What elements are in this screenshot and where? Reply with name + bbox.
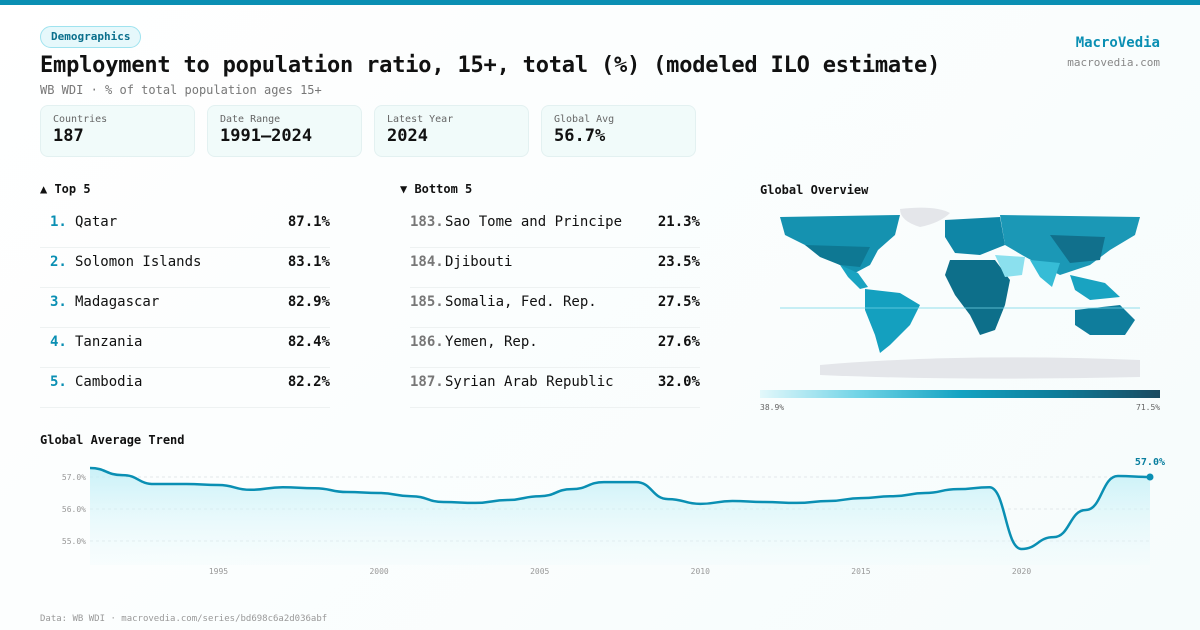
- ranking-row[interactable]: 183. Sao Tome and Principe 21.3%: [410, 208, 700, 248]
- data-point[interactable]: [1146, 473, 1154, 481]
- country-value: 82.2%: [287, 374, 330, 390]
- x-tick-label: 2005: [530, 567, 549, 576]
- ranking-row[interactable]: 184. Djibouti 23.5%: [410, 248, 700, 288]
- rank-number: 185.: [410, 294, 444, 310]
- stat-label: Countries: [53, 114, 108, 125]
- scale-max-label: 71.5%: [1136, 403, 1161, 412]
- country-value: 27.5%: [657, 294, 700, 310]
- southeast-asia[interactable]: [1070, 275, 1120, 300]
- country-value: 83.1%: [287, 254, 330, 270]
- brand-logo[interactable]: MacroVedia: [1075, 35, 1160, 51]
- stat-date-range: Date Range 1991–2024: [207, 105, 362, 157]
- rank-number: 1.: [50, 214, 67, 230]
- country-name: Yemen, Rep.: [445, 334, 538, 350]
- rank-number: 186.: [410, 334, 444, 350]
- country-value: 23.5%: [657, 254, 700, 270]
- ranking-row[interactable]: 187. Syrian Arab Republic 32.0%: [410, 368, 700, 408]
- north-america[interactable]: [780, 215, 900, 273]
- middle-east[interactable]: [995, 255, 1025, 277]
- page-title: Employment to population ratio, 15+, tot…: [40, 53, 941, 78]
- stat-value: 56.7%: [554, 126, 606, 146]
- country-name: Madagascar: [75, 294, 160, 310]
- europe[interactable]: [945, 217, 1005, 255]
- scale-min-label: 38.9%: [760, 403, 785, 412]
- trend-chart[interactable]: 57.0% 56.0% 55.0% 1995 2000 2005 2010 2015 2020 5…: [0, 450, 1200, 590]
- end-value-label: 57.0%: [1135, 457, 1165, 468]
- rank-number: 3.: [50, 294, 67, 310]
- rank-number: 5.: [50, 374, 67, 390]
- ranking-row[interactable]: 3. Madagascar 82.9%: [40, 288, 330, 328]
- category-badge[interactable]: Demographics: [40, 26, 142, 48]
- stat-global-avg: Global Avg 56.7%: [541, 105, 696, 157]
- stat-label: Global Avg: [554, 114, 615, 125]
- rank-number: 4.: [50, 334, 67, 350]
- y-tick-label: 56.0%: [62, 505, 86, 514]
- ranking-row[interactable]: 2. Solomon Islands 83.1%: [40, 248, 330, 288]
- country-value: 32.0%: [657, 374, 700, 390]
- ranking-row[interactable]: 4. Tanzania 82.4%: [40, 328, 330, 368]
- x-tick-label: 2020: [1012, 567, 1031, 576]
- brand-url[interactable]: macrovedia.com: [1067, 56, 1160, 69]
- trend-heading: Global Average Trend: [40, 433, 185, 447]
- stat-value: 2024: [387, 126, 428, 146]
- stat-label: Latest Year: [387, 114, 454, 125]
- ranking-row[interactable]: 186. Yemen, Rep. 27.6%: [410, 328, 700, 368]
- country-value: 21.3%: [657, 214, 700, 230]
- stat-value: 187: [53, 126, 84, 146]
- top5-heading: ▲ Top 5: [40, 182, 91, 196]
- country-value: 27.6%: [657, 334, 700, 350]
- stat-value: 1991–2024: [220, 126, 313, 146]
- y-tick-label: 57.0%: [62, 473, 86, 482]
- australia[interactable]: [1075, 305, 1135, 335]
- rank-number: 187.: [410, 374, 444, 390]
- country-name: Qatar: [75, 214, 118, 230]
- country-name: Djibouti: [445, 254, 513, 270]
- y-tick-label: 55.0%: [62, 537, 86, 546]
- antarctica: [820, 357, 1140, 379]
- usa-region[interactable]: [805, 245, 870, 267]
- east-asia[interactable]: [1050, 235, 1105, 263]
- footer-source: Data: WB WDI · macrovedia.com/series/bd6…: [40, 614, 328, 624]
- ranking-row[interactable]: 1. Qatar 87.1%: [40, 208, 330, 248]
- page-subtitle: WB WDI · % of total population ages 15+: [40, 83, 322, 97]
- africa[interactable]: [945, 260, 1010, 335]
- central-america[interactable]: [840, 265, 868, 289]
- greenland: [900, 207, 950, 227]
- stat-latest-year: Latest Year 2024: [374, 105, 529, 157]
- stat-label: Date Range: [220, 114, 281, 125]
- x-tick-label: 1995: [209, 567, 228, 576]
- trend-line[interactable]: [89, 466, 1151, 551]
- country-name: Syrian Arab Republic: [445, 374, 614, 390]
- country-name: Tanzania: [75, 334, 143, 350]
- country-name: Sao Tome and Principe: [445, 214, 623, 230]
- top-accent-bar: [0, 0, 1200, 5]
- country-value: 87.1%: [287, 214, 330, 230]
- x-tick-label: 2010: [691, 567, 710, 576]
- rank-number: 184.: [410, 254, 444, 270]
- x-tick-label: 2000: [369, 567, 388, 576]
- south-asia[interactable]: [1030, 260, 1060, 287]
- stat-countries: Countries 187: [40, 105, 195, 157]
- ranking-row[interactable]: 5. Cambodia 82.2%: [40, 368, 330, 408]
- ranking-row[interactable]: 185. Somalia, Fed. Rep. 27.5%: [410, 288, 700, 328]
- rank-number: 183.: [410, 214, 444, 230]
- rank-number: 2.: [50, 254, 67, 270]
- x-tick-label: 2015: [851, 567, 870, 576]
- world-map[interactable]: [760, 205, 1160, 385]
- country-name: Somalia, Fed. Rep.: [445, 294, 597, 310]
- country-name: Cambodia: [75, 374, 143, 390]
- color-scale-legend: [760, 390, 1160, 398]
- bottom5-heading: ▼ Bottom 5: [400, 182, 473, 196]
- country-value: 82.9%: [287, 294, 330, 310]
- south-america[interactable]: [865, 289, 920, 353]
- country-name: Solomon Islands: [75, 254, 202, 270]
- country-value: 82.4%: [287, 334, 330, 350]
- map-heading: Global Overview: [760, 183, 869, 197]
